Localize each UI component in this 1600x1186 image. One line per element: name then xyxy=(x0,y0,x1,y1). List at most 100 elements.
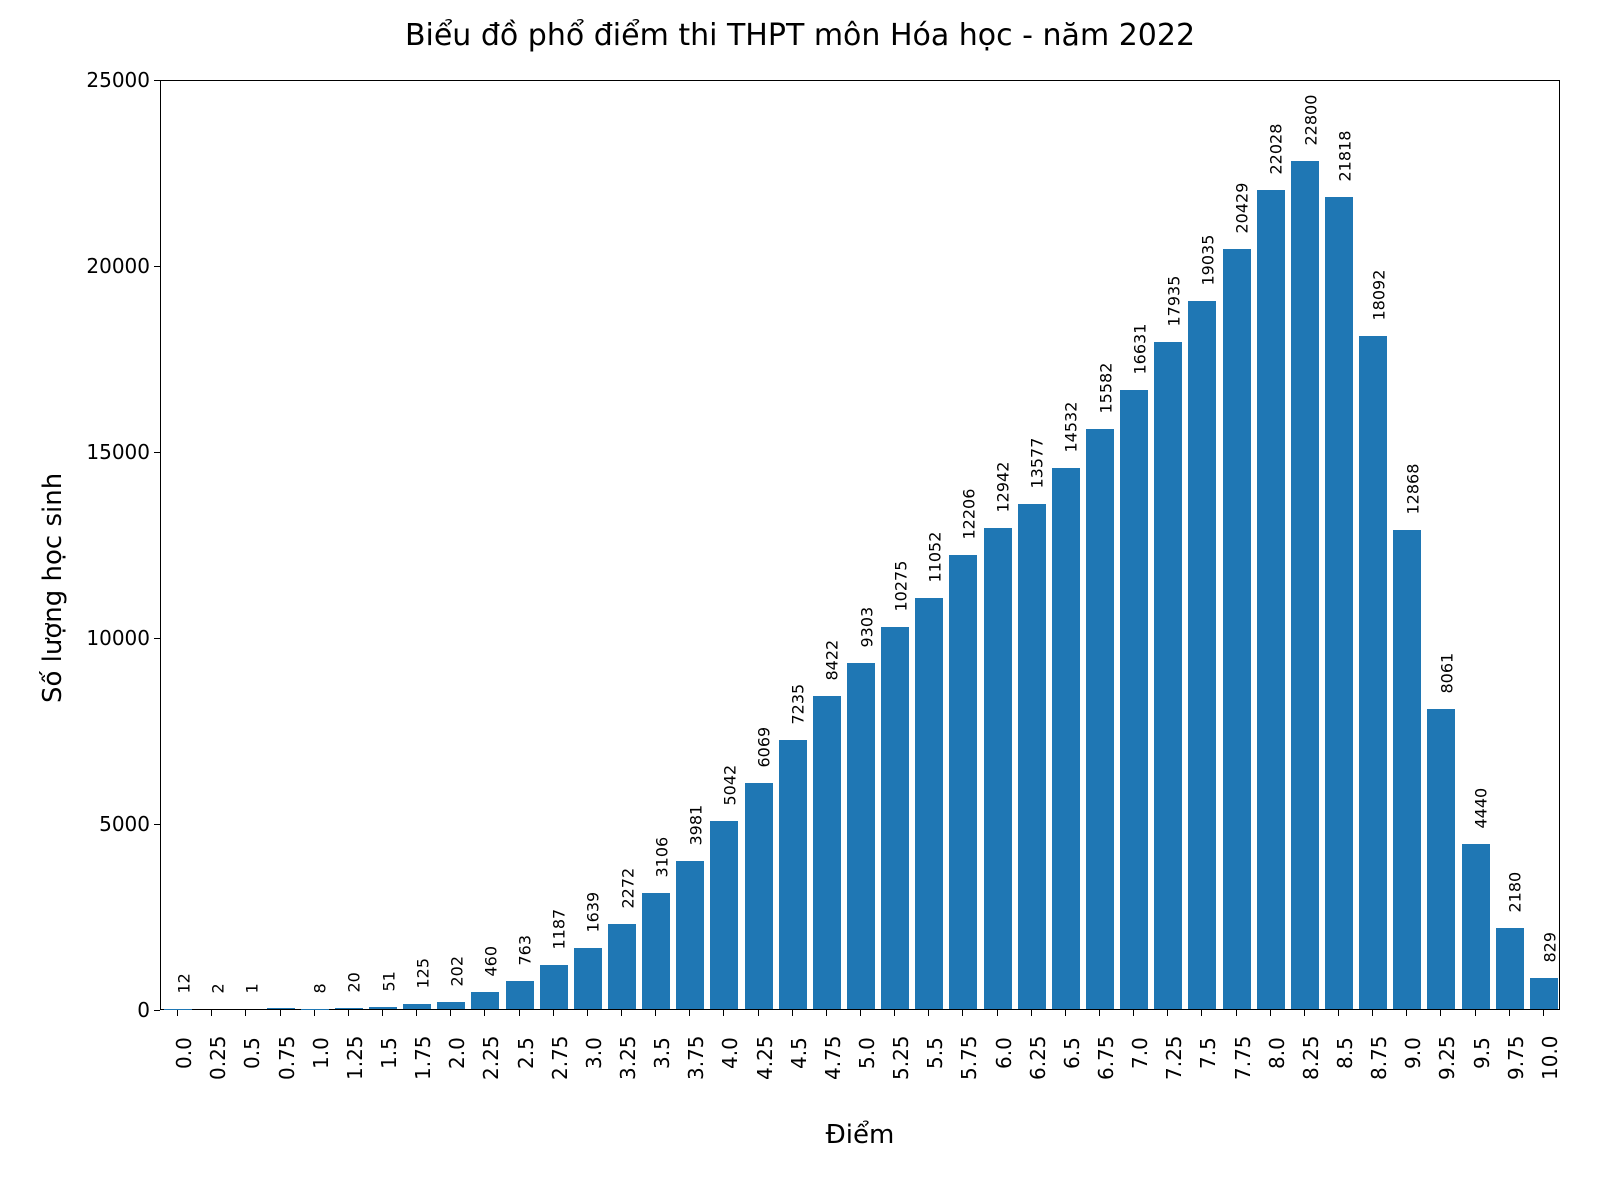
bar-value-label: 12 xyxy=(174,973,193,993)
x-tick-mark xyxy=(1236,1010,1237,1016)
x-tick-label: 4.25 xyxy=(753,1036,777,1081)
y-tick-label: 15000 xyxy=(60,440,150,464)
x-tick-label: 3.75 xyxy=(684,1036,708,1081)
x-tick-mark xyxy=(1167,1010,1168,1016)
x-tick-mark xyxy=(621,1010,622,1016)
bar xyxy=(1462,844,1490,1009)
bar-value-label: 1639 xyxy=(584,892,603,933)
x-tick-label: 5.25 xyxy=(889,1036,913,1081)
x-tick-label: 9.75 xyxy=(1504,1036,1528,1081)
x-tick-label: 6.75 xyxy=(1094,1036,1118,1081)
chart-title: Biểu đồ phổ điểm thi THPT môn Hóa học - … xyxy=(0,18,1600,53)
bar-value-label: 2180 xyxy=(1506,872,1525,913)
x-tick-label: 8.25 xyxy=(1299,1036,1323,1081)
x-tick-mark xyxy=(723,1010,724,1016)
bar-value-label: 8422 xyxy=(823,639,842,680)
x-tick-label: 1.0 xyxy=(309,1037,333,1069)
bar xyxy=(267,1008,295,1009)
bar-value-label: 1 xyxy=(242,983,261,993)
bar-value-label: 4440 xyxy=(1472,788,1491,829)
x-tick-label: 5.75 xyxy=(957,1036,981,1081)
x-tick-mark xyxy=(1338,1010,1339,1016)
bar xyxy=(403,1004,431,1009)
bar xyxy=(608,924,636,1009)
y-tick-label: 25000 xyxy=(60,68,150,92)
bar-value-label: 20 xyxy=(345,972,364,992)
bar xyxy=(1359,336,1387,1009)
x-tick-label: 2.0 xyxy=(445,1037,469,1069)
x-tick-mark xyxy=(245,1010,246,1016)
bar xyxy=(1052,468,1080,1009)
bar xyxy=(1154,342,1182,1009)
bar xyxy=(1188,301,1216,1009)
x-tick-label: 2.75 xyxy=(548,1036,572,1081)
x-tick-mark xyxy=(928,1010,929,1016)
bar xyxy=(437,1002,465,1010)
chart-container: Biểu đồ phổ điểm thi THPT môn Hóa học - … xyxy=(0,0,1600,1186)
bar-value-label: 763 xyxy=(516,935,535,966)
bar xyxy=(369,1007,397,1009)
bar xyxy=(881,627,909,1009)
y-tick-label: 20000 xyxy=(60,254,150,278)
x-tick-label: 8.75 xyxy=(1367,1036,1391,1081)
x-tick-label: 8.0 xyxy=(1265,1037,1289,1069)
x-tick-mark xyxy=(1270,1010,1271,1016)
x-tick-mark xyxy=(484,1010,485,1016)
x-tick-mark xyxy=(314,1010,315,1016)
bar xyxy=(847,663,875,1009)
bar-value-label: 125 xyxy=(413,958,432,989)
bar xyxy=(1496,928,1524,1009)
bar-value-label: 20429 xyxy=(1233,183,1252,234)
x-tick-mark xyxy=(587,1010,588,1016)
bar-value-label: 5042 xyxy=(721,765,740,806)
x-tick-mark xyxy=(416,1010,417,1016)
bar-value-label: 15582 xyxy=(1096,363,1115,414)
x-tick-label: 7.0 xyxy=(1128,1037,1152,1069)
bar xyxy=(1120,390,1148,1009)
x-tick-mark xyxy=(1440,1010,1441,1016)
bar-value-label: 3106 xyxy=(652,837,671,878)
bar-value-label: 10275 xyxy=(891,560,910,611)
bar-value-label: 12942 xyxy=(994,461,1013,512)
x-tick-label: 0.0 xyxy=(172,1037,196,1069)
x-tick-label: 0.5 xyxy=(240,1037,264,1069)
x-tick-mark xyxy=(1475,1010,1476,1016)
x-tick-label: 7.75 xyxy=(1231,1036,1255,1081)
y-tick-label: 10000 xyxy=(60,626,150,650)
bar xyxy=(1530,978,1558,1009)
y-tick-mark xyxy=(154,638,160,639)
x-tick-label: 4.75 xyxy=(821,1036,845,1081)
bar xyxy=(1393,530,1421,1009)
bar xyxy=(506,981,534,1009)
bar xyxy=(1018,504,1046,1009)
bar-value-label: 1187 xyxy=(550,909,569,950)
bar-value-label: 14532 xyxy=(1062,402,1081,453)
y-axis-label: Số lượng học sinh xyxy=(38,473,68,703)
x-tick-mark xyxy=(382,1010,383,1016)
bar-value-label: 22800 xyxy=(1301,94,1320,145)
bar-value-label: 12206 xyxy=(960,489,979,540)
bar-value-label: 2 xyxy=(208,983,227,993)
x-tick-mark xyxy=(177,1010,178,1016)
x-tick-mark xyxy=(1406,1010,1407,1016)
x-tick-mark xyxy=(1304,1010,1305,1016)
x-tick-mark xyxy=(553,1010,554,1016)
bar-value-label: 13577 xyxy=(1028,438,1047,489)
x-tick-mark xyxy=(792,1010,793,1016)
x-tick-label: 3.25 xyxy=(616,1036,640,1081)
bar-value-label: 8 xyxy=(311,983,330,993)
x-axis-label: Điểm xyxy=(160,1120,1560,1150)
bar xyxy=(676,861,704,1009)
x-tick-mark xyxy=(860,1010,861,1016)
x-tick-mark xyxy=(348,1010,349,1016)
x-tick-mark xyxy=(1509,1010,1510,1016)
bar-value-label: 17935 xyxy=(1164,275,1183,326)
bar-value-label: 202 xyxy=(447,955,466,986)
x-tick-mark xyxy=(655,1010,656,1016)
bar xyxy=(1086,429,1114,1009)
bar-value-label: 7235 xyxy=(789,684,808,725)
x-tick-label: 10.0 xyxy=(1538,1036,1562,1081)
bar xyxy=(710,821,738,1009)
x-tick-mark xyxy=(1201,1010,1202,1016)
bar xyxy=(1325,197,1353,1009)
